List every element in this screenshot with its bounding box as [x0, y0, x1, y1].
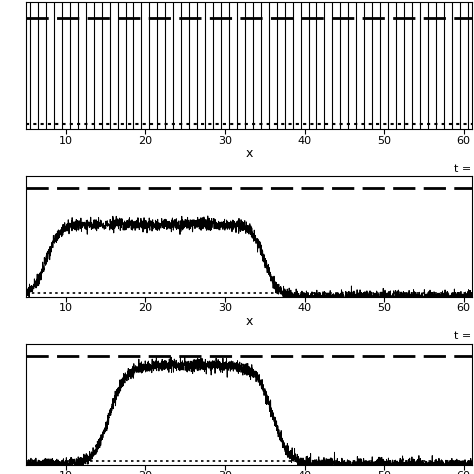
Text: t =: t =	[455, 331, 472, 341]
X-axis label: x: x	[245, 147, 253, 160]
Text: t =: t =	[455, 164, 472, 173]
X-axis label: x: x	[245, 315, 253, 328]
